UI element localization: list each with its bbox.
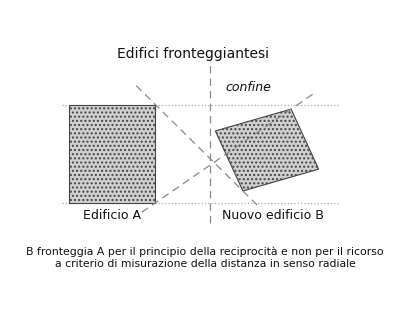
- Text: Edifici fronteggiantesi: Edifici fronteggiantesi: [117, 47, 269, 61]
- Text: confine: confine: [225, 81, 271, 94]
- Text: a criterio di misurazione della distanza in senso radiale: a criterio di misurazione della distanza…: [54, 259, 356, 269]
- Polygon shape: [215, 109, 319, 191]
- Text: Nuovo edificio B: Nuovo edificio B: [222, 209, 324, 222]
- Bar: [69, 105, 155, 203]
- Text: B fronteggia A per il principio della reciprocità e non per il ricorso: B fronteggia A per il principio della re…: [26, 246, 384, 257]
- Text: Edificio A: Edificio A: [83, 209, 141, 222]
